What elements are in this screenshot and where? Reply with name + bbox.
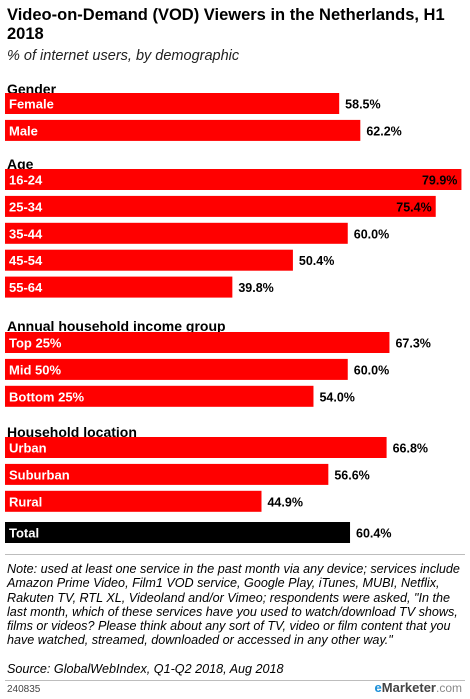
- group-2-item-4-value: 50.4%: [299, 254, 334, 268]
- group-header-2: Age: [7, 156, 34, 172]
- logo-name: Marketer: [381, 680, 436, 695]
- group-2-item-5-value: 39.8%: [238, 281, 273, 295]
- group-2-item-1-bar: [5, 169, 462, 190]
- group-4-item-1-bar: [5, 437, 387, 458]
- emarketer-logo: eMarketer.com: [374, 680, 462, 696]
- group-1-item-1-value: 58.5%: [345, 98, 380, 112]
- logo-e: e: [374, 680, 382, 695]
- group-1-item-1-label: Female: [9, 97, 54, 112]
- divider-bottom: [5, 680, 465, 681]
- group-3-item-2-label: Mid 50%: [9, 362, 61, 377]
- group-2-item-2-label: 25-34: [9, 199, 43, 214]
- chart-note: Note: used at least one service in the p…: [7, 562, 460, 648]
- group-4-item-1-value: 66.8%: [393, 442, 428, 456]
- group-4-item-3-label: Rural: [9, 494, 42, 509]
- group-1-item-1-bar: [5, 93, 340, 114]
- group-2-item-1-value: 79.9%: [422, 174, 457, 188]
- group-2-item-3-value: 60.0%: [354, 227, 389, 241]
- group-3-item-1-label: Top 25%: [9, 336, 62, 351]
- group-4-item-2-bar: [5, 463, 329, 485]
- logo-dot: .: [435, 681, 440, 695]
- group-3-item-3-bar: [5, 385, 314, 407]
- group-header-4: Household location: [7, 424, 137, 440]
- group-2-item-5-bar: [5, 276, 233, 298]
- total-value: 60.4%: [356, 527, 391, 541]
- group-3-item-1-value: 67.3%: [395, 337, 430, 351]
- group-4-item-2-value: 56.6%: [334, 468, 369, 482]
- group-2-item-3-bar: [5, 222, 348, 244]
- chart-id: 240835: [7, 684, 41, 695]
- group-4-item-3-value: 44.9%: [267, 495, 302, 509]
- group-2-item-3-label: 35-44: [9, 226, 43, 241]
- group-1-item-2-label: Male: [9, 123, 38, 138]
- group-4-item-1-label: Urban: [9, 441, 47, 456]
- group-2-item-1-label: 16-24: [9, 173, 43, 188]
- group-2-item-2-value: 75.4%: [396, 200, 431, 214]
- group-1-item-2-bar: [5, 119, 361, 141]
- group-3-item-3-value: 54.0%: [319, 390, 354, 404]
- chart-source: Source: GlobalWebIndex, Q1-Q2 2018, Aug …: [7, 662, 284, 676]
- group-3-item-2-bar: [5, 358, 348, 380]
- logo-suffix: com: [439, 681, 462, 695]
- group-3-item-1-bar: [5, 332, 390, 353]
- group-1-item-2-value: 62.2%: [366, 124, 401, 138]
- group-4-item-3-bar: [5, 490, 262, 512]
- page-subtitle: % of internet users, by demographic: [7, 48, 240, 64]
- page-title: Video-on-Demand (VOD) Viewers in the Net…: [7, 6, 445, 43]
- group-3-item-3-label: Bottom 25%: [9, 389, 85, 404]
- group-2-item-2-bar: [5, 195, 436, 217]
- group-header-3: Annual household income group: [7, 318, 226, 334]
- group-2-item-4-label: 45-54: [9, 253, 43, 268]
- total-bar: [5, 522, 351, 543]
- total-label: Total: [9, 526, 39, 541]
- group-3-item-2-value: 60.0%: [354, 363, 389, 377]
- group-2-item-5-label: 55-64: [9, 280, 43, 295]
- divider-top: [5, 554, 465, 555]
- group-2-item-4-bar: [5, 249, 293, 271]
- group-4-item-2-label: Suburban: [9, 467, 70, 482]
